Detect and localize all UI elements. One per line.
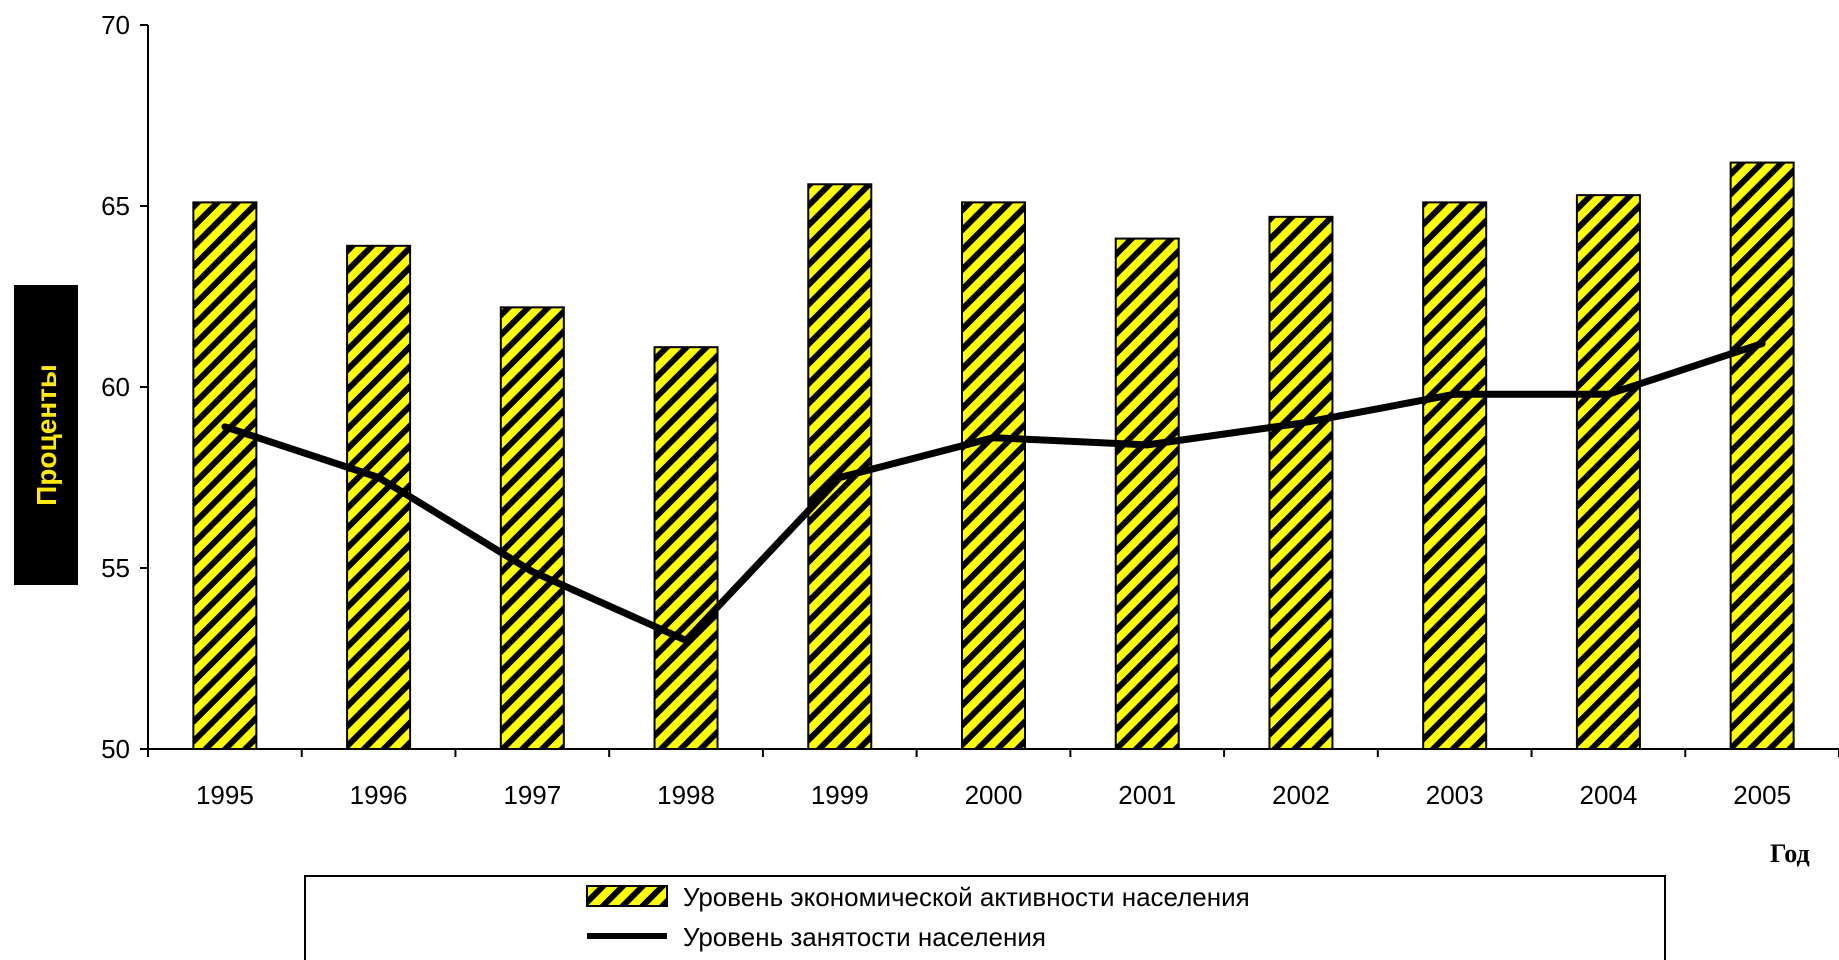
employment-point-1995	[221, 423, 229, 431]
legend-swatch-activity	[586, 885, 668, 907]
y-tick-label-1: 55	[101, 553, 130, 583]
employment-point-1999	[836, 474, 844, 481]
legend: Уровень экономической активности населен…	[304, 875, 1666, 960]
x-tick-label-1998: 1998	[657, 780, 715, 810]
employment-point-2003	[1451, 390, 1459, 398]
x-tick-label-1997: 1997	[503, 780, 561, 810]
x-tick-label-1995: 1995	[196, 780, 254, 810]
employment-point-2002	[1297, 419, 1305, 427]
bar-2005	[1729, 161, 1795, 750]
bar-2002	[1268, 215, 1334, 751]
employment-point-1997	[528, 568, 536, 576]
x-tick-label-1999: 1999	[811, 780, 869, 810]
bar-2004	[1575, 194, 1641, 750]
bar-2000	[961, 201, 1026, 750]
employment-point-2005	[1758, 340, 1766, 348]
employment-point-1998	[682, 636, 690, 644]
bar-1998	[653, 346, 719, 750]
x-tick-label-2000: 2000	[965, 780, 1023, 810]
x-tick-label-2005: 2005	[1733, 780, 1791, 810]
legend-label-activity: Уровень экономической активности населен…	[683, 882, 1250, 912]
legend-box	[304, 875, 1666, 960]
bar-1997	[499, 306, 565, 750]
y-tick-label-2: 60	[101, 372, 130, 402]
y-tick-label-3: 65	[101, 191, 130, 221]
x-tick-label-2004: 2004	[1579, 780, 1637, 810]
x-tick-label-1996: 1996	[350, 780, 408, 810]
employment-point-2000	[990, 434, 997, 442]
y-tick-label-0: 50	[101, 734, 130, 764]
legend-label-employment: Уровень занятости населения	[683, 922, 1046, 952]
bar-1996	[346, 244, 412, 750]
bar-2003	[1422, 201, 1488, 750]
y-tick-label-4: 70	[101, 10, 130, 40]
y-axis-title-background	[14, 285, 78, 585]
employment-point-1996	[375, 474, 383, 481]
x-axis-title: Год	[1770, 839, 1810, 868]
bar-1995	[192, 201, 258, 750]
x-tick-label-2001: 2001	[1118, 780, 1176, 810]
plot-area: 50 55 60 65 70 1995 1996 1997 1998 1999 2000 2001 20…	[101, 10, 1839, 810]
employment-point-2004	[1604, 390, 1612, 398]
x-tick-label-2002: 2002	[1272, 780, 1330, 810]
bar-1999	[807, 183, 873, 750]
bar-2001	[1114, 237, 1180, 751]
y-axis-title: Проценты	[31, 364, 62, 506]
x-tick-label-2003: 2003	[1426, 780, 1484, 810]
employment-point-2001	[1143, 441, 1151, 449]
